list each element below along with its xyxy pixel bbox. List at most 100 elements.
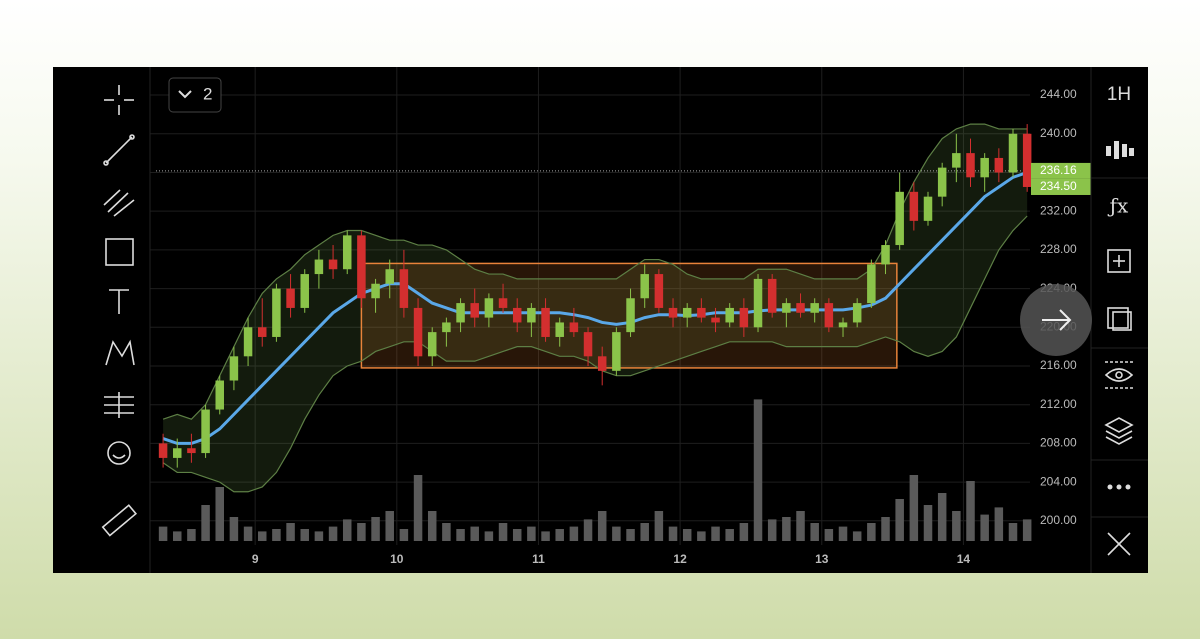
candle-body bbox=[583, 332, 593, 357]
volume-bar bbox=[682, 529, 692, 541]
volume-bar bbox=[272, 529, 281, 541]
close-button[interactable] bbox=[1107, 532, 1131, 556]
volume-bar bbox=[796, 511, 805, 541]
candle-body bbox=[357, 235, 366, 299]
candle-body bbox=[257, 327, 267, 337]
candle-body bbox=[867, 264, 876, 304]
add-button[interactable] bbox=[1107, 249, 1131, 273]
volume-bar bbox=[484, 531, 494, 541]
x-tick-label: 10 bbox=[390, 552, 404, 566]
volume-bar bbox=[342, 519, 352, 541]
volume-bar bbox=[512, 529, 522, 541]
price-tag bbox=[1031, 162, 1091, 179]
volume-bar bbox=[541, 531, 550, 541]
candle-body bbox=[895, 191, 904, 246]
volume-bar bbox=[286, 523, 295, 541]
candle-body bbox=[371, 283, 380, 299]
y-tick-label: 204.00 bbox=[1040, 474, 1077, 488]
volume-bar bbox=[427, 511, 437, 541]
candle-body bbox=[966, 153, 975, 178]
volume-bar bbox=[527, 526, 536, 541]
x-tick-label: 13 bbox=[815, 552, 829, 566]
volume-bar bbox=[994, 507, 1004, 541]
volume-bar bbox=[300, 529, 309, 541]
volume-bar bbox=[980, 514, 989, 541]
dropdown-box bbox=[168, 77, 222, 113]
interval[interactable]: 1H bbox=[1107, 84, 1131, 105]
candle-body bbox=[980, 157, 989, 178]
candle-body bbox=[201, 409, 210, 454]
chevron bbox=[178, 90, 192, 99]
candle-body bbox=[442, 322, 451, 333]
layers-button[interactable] bbox=[1104, 417, 1134, 445]
candle-body bbox=[243, 327, 253, 357]
y-tick-label: 232.00 bbox=[1040, 203, 1077, 217]
candle-body bbox=[187, 448, 196, 454]
volume-bar bbox=[881, 517, 890, 541]
visibility-button[interactable] bbox=[1104, 361, 1134, 389]
pattern-tool[interactable] bbox=[105, 339, 135, 366]
price-tag bbox=[1031, 178, 1091, 195]
candle-body bbox=[342, 235, 352, 270]
compare-button[interactable] bbox=[1107, 307, 1132, 331]
candle-body bbox=[314, 259, 324, 275]
volume-bar bbox=[923, 505, 933, 541]
crosshair-tool[interactable] bbox=[104, 85, 134, 115]
candle-body bbox=[541, 307, 550, 337]
volume-bar bbox=[583, 519, 593, 541]
volume-bar bbox=[371, 517, 380, 541]
y-tick-label: 244.00 bbox=[1040, 87, 1077, 101]
candle-body bbox=[668, 307, 678, 318]
candle-body bbox=[640, 274, 649, 299]
measure-tool[interactable] bbox=[104, 392, 134, 418]
volume-bar bbox=[612, 526, 621, 541]
candle-body bbox=[952, 153, 961, 168]
text-tool[interactable] bbox=[109, 289, 129, 314]
volume-bar bbox=[966, 481, 975, 541]
right-toolbar: 1H ƒx bbox=[1091, 84, 1148, 556]
volume-bar bbox=[385, 511, 394, 541]
indicator-dropdown[interactable]: 2 bbox=[168, 77, 222, 113]
candle-body bbox=[272, 288, 281, 337]
candle-body bbox=[300, 274, 309, 308]
fib-tool[interactable] bbox=[103, 189, 135, 217]
volume-bar bbox=[626, 529, 635, 541]
more-button[interactable] bbox=[1107, 484, 1131, 490]
volume-bar bbox=[172, 531, 182, 541]
scroll-button[interactable] bbox=[1020, 284, 1092, 356]
plot: 200.00204.00208.00212.00216.00220.00224.… bbox=[150, 67, 1091, 566]
y-tick-label: 240.00 bbox=[1040, 126, 1077, 140]
volume-bar bbox=[1022, 519, 1032, 541]
ruler-tool[interactable] bbox=[101, 504, 138, 537]
rect-tool[interactable] bbox=[105, 238, 134, 266]
candle-body bbox=[810, 303, 819, 313]
indicators-button[interactable]: ƒx bbox=[1108, 194, 1129, 218]
emoji-tool[interactable] bbox=[107, 441, 131, 465]
candle-body bbox=[654, 274, 664, 308]
volume-bar bbox=[668, 526, 678, 541]
volume-bar bbox=[187, 529, 196, 541]
candle-body bbox=[229, 356, 239, 381]
candle-body bbox=[909, 191, 919, 221]
chart-type-button[interactable] bbox=[1106, 141, 1134, 159]
volume-bar bbox=[654, 511, 664, 541]
volume-bar bbox=[498, 523, 508, 541]
volume-bar bbox=[767, 519, 777, 541]
arrow bbox=[1042, 309, 1072, 331]
candle-body bbox=[852, 303, 862, 323]
volume-bar bbox=[470, 526, 479, 541]
volume-bar bbox=[867, 523, 876, 541]
line-tool[interactable] bbox=[103, 134, 135, 166]
candle-body bbox=[994, 157, 1004, 173]
volume-bar bbox=[158, 526, 168, 541]
x-tick-label: 12 bbox=[673, 552, 687, 566]
candle-body bbox=[527, 307, 536, 323]
candle-body bbox=[739, 307, 749, 328]
volume-bar bbox=[569, 526, 579, 541]
volume-bar bbox=[753, 399, 763, 541]
candle-body bbox=[824, 303, 834, 328]
candle-body bbox=[555, 322, 564, 337]
volume-bar bbox=[640, 523, 649, 541]
volume-bar bbox=[909, 475, 919, 541]
candle-body bbox=[937, 167, 947, 197]
